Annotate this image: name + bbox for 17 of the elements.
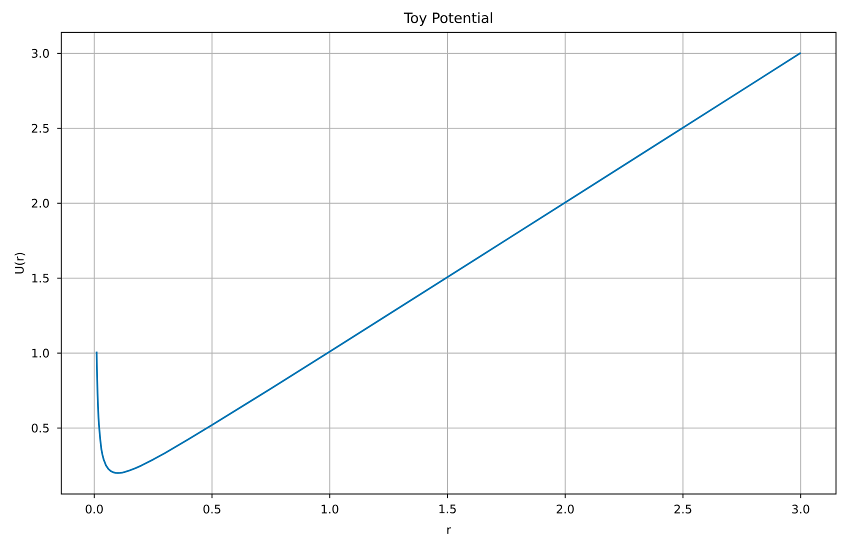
y-tick-label: 3.0	[32, 48, 49, 58]
y-tick-label: 0.5	[32, 424, 49, 433]
x-tick-label: 1.0	[322, 504, 338, 514]
line-series	[96, 52, 802, 474]
x-tick-label: 2.0	[556, 504, 574, 514]
chart-title: Toy Potential	[404, 12, 492, 26]
x-tick-label: 0.5	[203, 504, 220, 514]
x-tick-label: 2.5	[674, 504, 692, 514]
x-axis-title: r	[447, 527, 452, 534]
y-tick-label: 2.5	[32, 124, 49, 133]
y-tick-label: 1.5	[32, 274, 49, 283]
y-tick-label: 1.0	[32, 348, 49, 358]
x-tick-label: 3.0	[792, 504, 810, 514]
x-tick-label: 1.5	[439, 504, 456, 514]
x-tick-label: 0.0	[86, 504, 103, 514]
y-axis-title: U(r)	[14, 252, 26, 274]
y-tick-label: 2.0	[32, 198, 49, 208]
